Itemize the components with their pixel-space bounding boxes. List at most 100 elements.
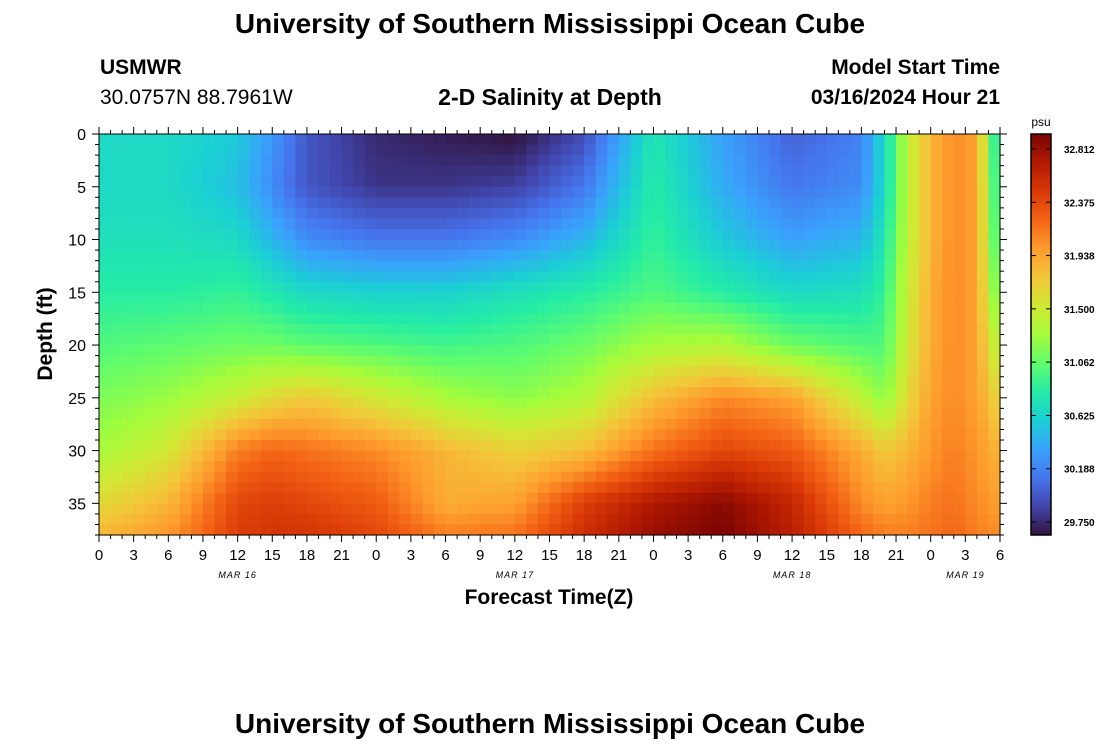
heatmap-cell xyxy=(803,345,816,357)
heatmap-cell xyxy=(249,207,262,220)
heatmap-cell xyxy=(607,408,620,420)
heatmap-cell xyxy=(896,271,909,283)
heatmap-cell xyxy=(168,323,181,336)
heatmap-cell xyxy=(896,503,909,515)
heatmap-cell xyxy=(872,155,886,167)
x-tick-label: 3 xyxy=(961,547,969,564)
heatmap-cell xyxy=(202,440,216,452)
heatmap-cell xyxy=(595,155,608,167)
heatmap-cell xyxy=(699,355,712,367)
heatmap-cell xyxy=(745,292,759,304)
heatmap-cell xyxy=(433,323,447,336)
heatmap-cell xyxy=(965,387,978,399)
heatmap-cell xyxy=(711,186,724,198)
heatmap-cell xyxy=(422,302,435,314)
heatmap-cell xyxy=(561,513,574,526)
heatmap-cell xyxy=(179,302,193,314)
x-tick-label: 9 xyxy=(199,547,207,564)
heatmap-cell xyxy=(653,228,666,241)
heatmap-cell xyxy=(734,376,747,388)
heatmap-cell xyxy=(468,440,481,452)
heatmap-cell xyxy=(676,440,689,452)
heatmap-cell xyxy=(965,250,978,262)
x-tick-label: 21 xyxy=(333,547,350,564)
heatmap-cell xyxy=(849,271,862,283)
heatmap-cell xyxy=(884,418,897,431)
heatmap-cell xyxy=(133,313,146,325)
heatmap-cell xyxy=(976,492,990,504)
heatmap-cell xyxy=(364,376,377,388)
heatmap-cell xyxy=(665,218,678,230)
heatmap-cell xyxy=(376,450,389,462)
heatmap-cell xyxy=(514,418,527,431)
heatmap-cell xyxy=(168,165,181,177)
heatmap-cell xyxy=(849,334,862,346)
heatmap-cell xyxy=(896,176,909,188)
heatmap-cell xyxy=(757,440,770,452)
heatmap-cell xyxy=(260,376,273,388)
heatmap-cell xyxy=(376,176,389,188)
heatmap-cell xyxy=(757,355,770,367)
heatmap-cell xyxy=(341,250,354,262)
heatmap-cell xyxy=(838,513,851,526)
heatmap-cell xyxy=(156,271,169,283)
heatmap-cell xyxy=(561,450,574,462)
heatmap-cell xyxy=(676,482,689,494)
heatmap-cell xyxy=(503,503,516,515)
heatmap-cell xyxy=(376,440,389,452)
heatmap-cell xyxy=(283,492,296,504)
heatmap-cell xyxy=(849,418,862,431)
heatmap-cell xyxy=(110,492,123,504)
heatmap-cell xyxy=(745,397,759,409)
heatmap-cell xyxy=(734,397,747,409)
heatmap-cell xyxy=(433,334,447,346)
heatmap-cell xyxy=(330,524,343,536)
heatmap-cell xyxy=(561,165,574,177)
heatmap-cell xyxy=(457,513,470,526)
heatmap-cell xyxy=(433,513,447,526)
heatmap-cell xyxy=(491,271,504,283)
heatmap-cell xyxy=(306,186,320,198)
heatmap-cell xyxy=(410,260,424,272)
heatmap-cell xyxy=(226,292,239,304)
heatmap-cell xyxy=(295,250,308,262)
heatmap-cell xyxy=(156,524,169,536)
heatmap-cell xyxy=(260,186,273,198)
heatmap-cell xyxy=(861,186,874,198)
heatmap-cell xyxy=(353,429,366,441)
heatmap-cell xyxy=(618,186,631,198)
heatmap-cell xyxy=(849,292,862,304)
heatmap-cell xyxy=(884,186,897,198)
heatmap-cell xyxy=(780,418,793,431)
heatmap-cell xyxy=(561,503,574,515)
heatmap-cell xyxy=(965,218,978,230)
heatmap-cell xyxy=(422,450,435,462)
heatmap-cell xyxy=(988,218,1001,230)
heatmap-cell xyxy=(653,334,666,346)
heatmap-cell xyxy=(965,186,978,198)
heatmap-cell xyxy=(757,250,770,262)
heatmap-cell xyxy=(468,144,481,156)
heatmap-cell xyxy=(237,461,250,473)
heatmap-cell xyxy=(480,492,493,504)
heatmap-cell xyxy=(849,281,862,293)
heatmap-cell xyxy=(630,429,643,441)
heatmap-cell xyxy=(757,429,770,441)
heatmap-cell xyxy=(607,418,620,431)
heatmap-cell xyxy=(872,429,886,441)
heatmap-cell xyxy=(665,313,678,325)
heatmap-cell xyxy=(665,376,678,388)
heatmap-cell xyxy=(468,197,481,209)
heatmap-cell xyxy=(757,376,770,388)
heatmap-cell xyxy=(214,366,227,378)
heatmap-cell xyxy=(353,186,366,198)
heatmap-cell xyxy=(757,144,770,156)
heatmap-cell xyxy=(272,355,285,367)
heatmap-cell xyxy=(745,302,759,314)
heatmap-cell xyxy=(156,450,169,462)
heatmap-cell xyxy=(792,155,805,167)
heatmap-cell xyxy=(457,176,470,188)
heatmap-cell xyxy=(768,418,782,431)
heatmap-cell xyxy=(711,218,724,230)
heatmap-cell xyxy=(330,440,343,452)
